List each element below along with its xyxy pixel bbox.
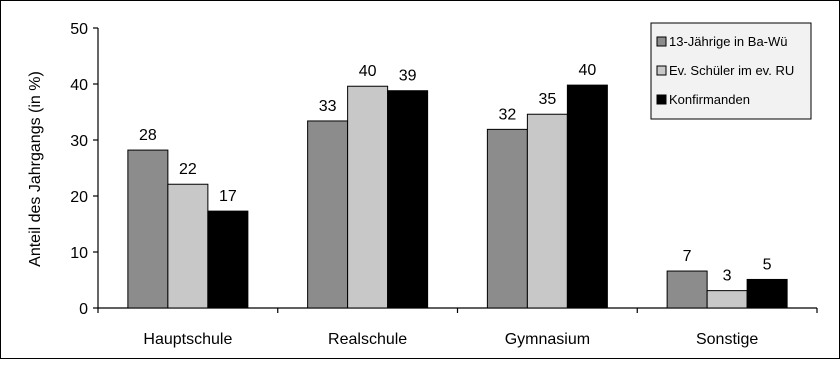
x-category-label: Gymnasium: [505, 331, 590, 348]
bar: [526, 113, 568, 309]
data-label: 32: [498, 106, 516, 123]
bar: [347, 85, 389, 309]
data-label: 35: [538, 91, 556, 108]
bar: [387, 90, 429, 309]
x-category-label: Sonstige: [696, 331, 758, 348]
bar: [566, 84, 608, 309]
data-label: 40: [578, 62, 596, 79]
bar: [207, 210, 249, 309]
data-label: 33: [319, 98, 337, 115]
bar: [127, 149, 169, 309]
bars: [127, 84, 788, 309]
legend: 13-Jährige in Ba-Wü Ev. Schüler im ev. RU…: [650, 22, 812, 120]
data-label: 28: [139, 127, 157, 144]
data-label: 39: [399, 68, 417, 85]
data-label: 22: [179, 161, 197, 178]
legend-swatch: [656, 65, 667, 76]
y-tick-label: 10: [70, 245, 88, 262]
bar: [706, 290, 748, 309]
legend-swatch: [656, 94, 667, 105]
data-label: 40: [359, 63, 377, 80]
y-axis-title: Anteil des Jahrgangs (in %): [27, 71, 44, 267]
data-label: 17: [219, 188, 237, 205]
bar: [666, 270, 708, 309]
bar: [167, 183, 209, 309]
bar: [486, 128, 528, 309]
x-category-label: Realschule: [328, 331, 407, 348]
data-label: 7: [683, 248, 692, 265]
y-tick-label: 40: [70, 77, 88, 94]
bar: [307, 120, 349, 309]
data-label: 5: [763, 256, 772, 273]
y-tick-label: 30: [70, 133, 88, 150]
x-category-label: Hauptschule: [143, 331, 232, 348]
legend-label: 13-Jährige in Ba-Wü: [669, 34, 788, 49]
y-tick-label: 20: [70, 189, 88, 206]
y-tick-label: 50: [70, 21, 88, 38]
axes: 0 10 20 30 40 50 Hauptschule Realschule Gymnasiu…: [70, 21, 818, 348]
y-tick-label: 0: [79, 301, 88, 318]
legend-label: Ev. Schüler im ev. RU: [669, 63, 794, 78]
legend-box: [650, 22, 812, 120]
data-label: 3: [723, 268, 732, 285]
legend-label: Konfirmanden: [669, 92, 750, 107]
bar: [746, 278, 788, 309]
legend-swatch: [656, 36, 667, 47]
